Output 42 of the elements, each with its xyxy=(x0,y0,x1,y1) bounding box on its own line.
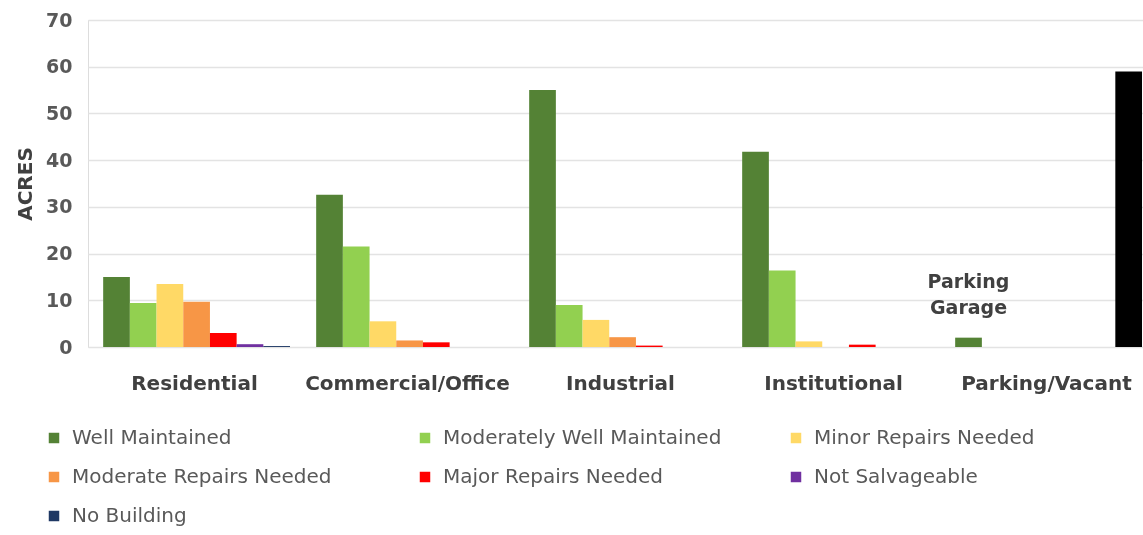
legend-label: No Building xyxy=(72,503,187,527)
bar xyxy=(209,332,237,347)
legend-label: Major Repairs Needed xyxy=(443,464,663,488)
bar xyxy=(342,246,370,347)
bar xyxy=(1115,71,1143,347)
bar xyxy=(236,344,264,347)
bar xyxy=(609,337,636,347)
y-axis-title: ACRES xyxy=(13,147,38,221)
annotation: Parking Garage xyxy=(927,269,1010,318)
bar xyxy=(582,319,610,347)
y-tick-label: 40 xyxy=(46,148,73,171)
bar xyxy=(768,270,796,347)
y-tick-label: 20 xyxy=(46,242,73,265)
bar xyxy=(555,304,583,347)
bar xyxy=(422,342,450,347)
bar xyxy=(183,301,210,347)
y-tick-label: 0 xyxy=(59,335,73,358)
bar xyxy=(742,151,769,347)
bar xyxy=(955,337,982,347)
x-tick-label: Commercial/Office xyxy=(305,370,510,395)
x-tick-label: Residential xyxy=(131,370,258,395)
legend-label: Well Maintained xyxy=(72,425,232,449)
x-tick-label: Institutional xyxy=(764,370,903,395)
bar xyxy=(103,276,130,347)
y-tick-label: 30 xyxy=(46,195,73,218)
bar xyxy=(795,341,823,347)
bar xyxy=(316,194,343,347)
y-tick-label: 60 xyxy=(46,55,73,78)
x-tick-label: Industrial xyxy=(566,370,675,395)
bar xyxy=(129,303,157,347)
legend-label: Not Salvageable xyxy=(814,464,978,488)
legend-label: Moderately Well Maintained xyxy=(443,425,722,449)
bar xyxy=(369,321,397,347)
legend-label: Moderate Repairs Needed xyxy=(72,464,332,488)
y-tick-label: 10 xyxy=(46,288,73,311)
bar xyxy=(396,340,423,347)
bar xyxy=(156,283,184,347)
y-tick-label: 70 xyxy=(46,8,73,31)
y-tick-label: 50 xyxy=(46,101,73,124)
x-tick-label: Parking/Vacant xyxy=(961,370,1133,395)
legend-label: Minor Repairs Needed xyxy=(814,425,1035,449)
bar xyxy=(529,90,556,347)
